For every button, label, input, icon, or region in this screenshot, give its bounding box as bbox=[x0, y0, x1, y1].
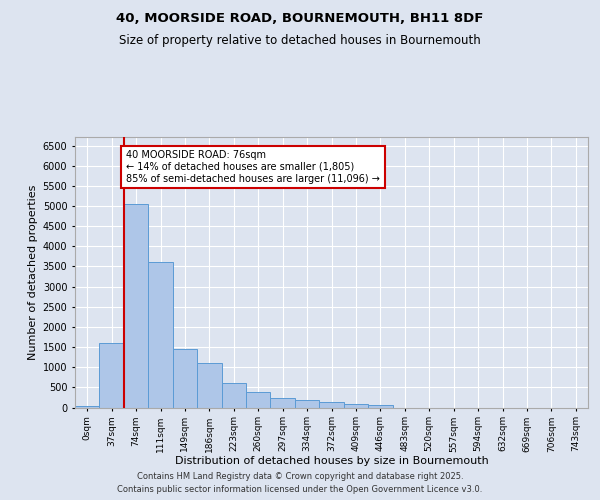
Text: 40 MOORSIDE ROAD: 76sqm
← 14% of detached houses are smaller (1,805)
85% of semi: 40 MOORSIDE ROAD: 76sqm ← 14% of detache… bbox=[127, 150, 380, 184]
Text: Size of property relative to detached houses in Bournemouth: Size of property relative to detached ho… bbox=[119, 34, 481, 47]
Bar bbox=[368, 406, 392, 407]
Bar bbox=[197, 363, 221, 408]
Text: Contains public sector information licensed under the Open Government Licence v3: Contains public sector information licen… bbox=[118, 485, 482, 494]
Bar bbox=[75, 406, 100, 407]
Bar bbox=[221, 382, 246, 407]
Bar bbox=[344, 404, 368, 407]
Y-axis label: Number of detached properties: Number of detached properties bbox=[28, 185, 38, 360]
Bar bbox=[246, 392, 271, 407]
Bar bbox=[100, 343, 124, 407]
X-axis label: Distribution of detached houses by size in Bournemouth: Distribution of detached houses by size … bbox=[175, 456, 488, 466]
Bar bbox=[295, 400, 319, 407]
Bar bbox=[319, 402, 344, 407]
Bar bbox=[148, 262, 173, 408]
Text: 40, MOORSIDE ROAD, BOURNEMOUTH, BH11 8DF: 40, MOORSIDE ROAD, BOURNEMOUTH, BH11 8DF bbox=[116, 12, 484, 26]
Text: Contains HM Land Registry data © Crown copyright and database right 2025.: Contains HM Land Registry data © Crown c… bbox=[137, 472, 463, 481]
Bar bbox=[271, 398, 295, 407]
Bar bbox=[173, 349, 197, 408]
Bar bbox=[124, 204, 148, 408]
